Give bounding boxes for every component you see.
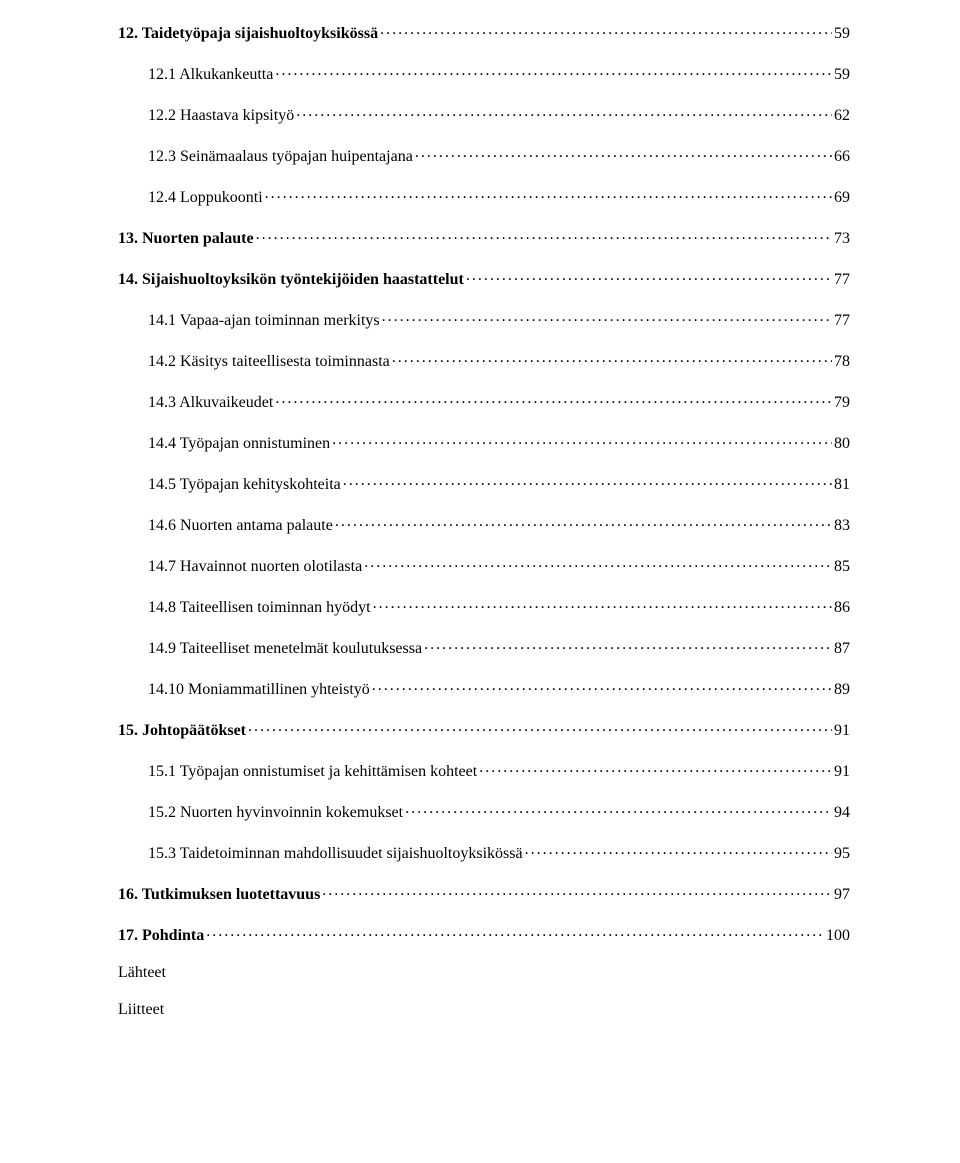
- toc-entry-label: 14.3 Alkuvaikeudet: [148, 395, 273, 411]
- toc-entry-label: 15.1 Työpajan onnistumiset ja kehittämis…: [148, 764, 477, 780]
- toc-leader-dots: [335, 514, 832, 530]
- toc-leader-dots: [382, 309, 832, 325]
- toc-entry-label: 14.4 Työpajan onnistuminen: [148, 436, 330, 452]
- toc-entry-page: 91: [834, 723, 850, 739]
- toc-leader-dots: [392, 350, 832, 366]
- back-matter-item: Lähteet: [118, 965, 850, 981]
- toc-entry-page: 77: [834, 272, 850, 288]
- toc-entry: 14.6 Nuorten antama palaute 83: [118, 514, 850, 534]
- toc-leader-dots: [405, 801, 832, 817]
- toc-leader-dots: [373, 596, 832, 612]
- toc-entry-label: 14.2 Käsitys taiteellisesta toiminnasta: [148, 354, 390, 370]
- toc-entry-label: 14.7 Havainnot nuorten olotilasta: [148, 559, 362, 575]
- toc-entry: 14.2 Käsitys taiteellisesta toiminnasta 7…: [118, 350, 850, 370]
- toc-leader-dots: [415, 145, 832, 161]
- toc-entry: 12. Taidetyöpaja sijaishuoltoyksikössä 59: [118, 22, 850, 42]
- toc-entry: 12.3 Seinämaalaus työpajan huipentajana 6…: [118, 145, 850, 165]
- toc-entry: 15.2 Nuorten hyvinvoinnin kokemukset 94: [118, 801, 850, 821]
- toc-leader-dots: [525, 842, 832, 858]
- toc-entry: 15.3 Taidetoiminnan mahdollisuudet sijai…: [118, 842, 850, 862]
- toc-entry-page: 100: [826, 928, 850, 944]
- table-of-contents: 12. Taidetyöpaja sijaishuoltoyksikössä 59…: [118, 22, 850, 944]
- toc-entry: 12.4 Loppukoonti 69: [118, 186, 850, 206]
- toc-entry-label: 12. Taidetyöpaja sijaishuoltoyksikössä: [118, 26, 378, 42]
- toc-entry-page: 81: [834, 477, 850, 493]
- toc-entry-page: 94: [834, 805, 850, 821]
- toc-entry-page: 59: [834, 67, 850, 83]
- toc-entry-label: 14.6 Nuorten antama palaute: [148, 518, 333, 534]
- toc-entry-label: 14.10 Moniammatillinen yhteistyö: [148, 682, 370, 698]
- toc-leader-dots: [332, 432, 832, 448]
- toc-entry-page: 89: [834, 682, 850, 698]
- toc-entry-page: 79: [834, 395, 850, 411]
- toc-entry-label: 13. Nuorten palaute: [118, 231, 254, 247]
- toc-leader-dots: [265, 186, 832, 202]
- toc-entry-page: 83: [834, 518, 850, 534]
- toc-entry: 14.3 Alkuvaikeudet 79: [118, 391, 850, 411]
- toc-entry-label: 17. Pohdinta: [118, 928, 204, 944]
- toc-entry: 14.5 Työpajan kehityskohteita 81: [118, 473, 850, 493]
- toc-entry-label: 14. Sijaishuoltoyksikön työntekijöiden h…: [118, 272, 464, 288]
- toc-entry-page: 95: [834, 846, 850, 862]
- toc-entry-label: 15.3 Taidetoiminnan mahdollisuudet sijai…: [148, 846, 523, 862]
- toc-entry-label: 14.1 Vapaa-ajan toiminnan merkitys: [148, 313, 380, 329]
- toc-entry-label: 12.1 Alkukankeutta: [148, 67, 273, 83]
- toc-entry-label: 14.5 Työpajan kehityskohteita: [148, 477, 341, 493]
- toc-entry-page: 86: [834, 600, 850, 616]
- toc-leader-dots: [343, 473, 832, 489]
- toc-leader-dots: [424, 637, 832, 653]
- toc-leader-dots: [248, 719, 832, 735]
- toc-entry-page: 85: [834, 559, 850, 575]
- toc-entry-page: 73: [834, 231, 850, 247]
- toc-entry-page: 91: [834, 764, 850, 780]
- toc-entry: 14.9 Taiteelliset menetelmät koulutukses…: [118, 637, 850, 657]
- toc-entry-page: 97: [834, 887, 850, 903]
- toc-entry: 14.8 Taiteellisen toiminnan hyödyt 86: [118, 596, 850, 616]
- toc-entry-page: 62: [834, 108, 850, 124]
- toc-entry-label: 14.9 Taiteelliset menetelmät koulutukses…: [148, 641, 422, 657]
- toc-entry: 12.1 Alkukankeutta 59: [118, 63, 850, 83]
- toc-leader-dots: [364, 555, 832, 571]
- toc-entry-label: 12.4 Loppukoonti: [148, 190, 263, 206]
- toc-entry: 16. Tutkimuksen luotettavuus 97: [118, 883, 850, 903]
- toc-entry-label: 12.3 Seinämaalaus työpajan huipentajana: [148, 149, 413, 165]
- toc-entry-label: 15.2 Nuorten hyvinvoinnin kokemukset: [148, 805, 403, 821]
- back-matter-item: Liitteet: [118, 1002, 850, 1018]
- toc-entry-page: 77: [834, 313, 850, 329]
- toc-leader-dots: [275, 63, 832, 79]
- toc-entry-page: 66: [834, 149, 850, 165]
- toc-entry: 14.7 Havainnot nuorten olotilasta 85: [118, 555, 850, 575]
- toc-entry: 14.1 Vapaa-ajan toiminnan merkitys 77: [118, 309, 850, 329]
- toc-entry: 15. Johtopäätökset 91: [118, 719, 850, 739]
- toc-entry: 15.1 Työpajan onnistumiset ja kehittämis…: [118, 760, 850, 780]
- toc-leader-dots: [466, 268, 832, 284]
- toc-leader-dots: [479, 760, 832, 776]
- toc-leader-dots: [296, 104, 832, 120]
- toc-entry-page: 78: [834, 354, 850, 370]
- toc-entry: 14. Sijaishuoltoyksikön työntekijöiden h…: [118, 268, 850, 288]
- toc-leader-dots: [380, 22, 832, 38]
- toc-leader-dots: [206, 924, 824, 940]
- toc-entry-label: 12.2 Haastava kipsityö: [148, 108, 294, 124]
- toc-entry-page: 87: [834, 641, 850, 657]
- toc-leader-dots: [256, 227, 832, 243]
- toc-leader-dots: [372, 678, 832, 694]
- toc-entry-label: 14.8 Taiteellisen toiminnan hyödyt: [148, 600, 371, 616]
- toc-entry: 17. Pohdinta 100: [118, 924, 850, 944]
- toc-entry-page: 59: [834, 26, 850, 42]
- toc-entry-label: 15. Johtopäätökset: [118, 723, 246, 739]
- toc-entry: 14.4 Työpajan onnistuminen 80: [118, 432, 850, 452]
- toc-entry: 14.10 Moniammatillinen yhteistyö 89: [118, 678, 850, 698]
- toc-entry: 12.2 Haastava kipsityö 62: [118, 104, 850, 124]
- toc-leader-dots: [322, 883, 832, 899]
- toc-entry-page: 80: [834, 436, 850, 452]
- toc-entry: 13. Nuorten palaute 73: [118, 227, 850, 247]
- toc-leader-dots: [275, 391, 832, 407]
- toc-entry-label: 16. Tutkimuksen luotettavuus: [118, 887, 320, 903]
- toc-entry-page: 69: [834, 190, 850, 206]
